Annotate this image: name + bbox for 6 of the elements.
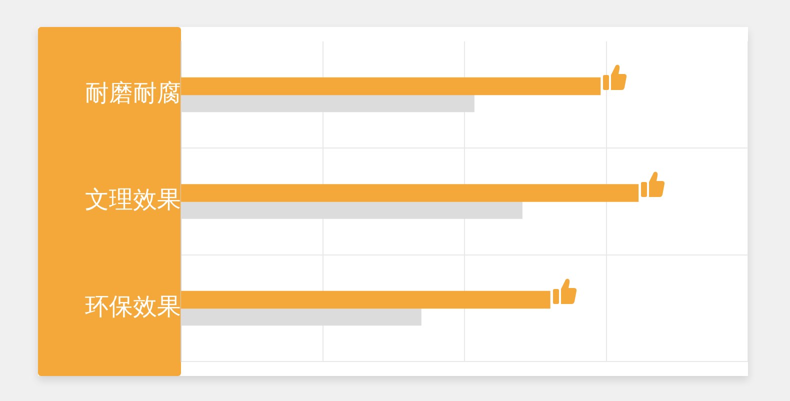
y-tick-label: 文理效果 — [85, 186, 181, 214]
bar — [181, 290, 550, 309]
bar — [181, 184, 639, 202]
y-tick-label: 环保效果 — [85, 292, 181, 320]
y-tick-label: 耐磨耐腐 — [85, 79, 181, 107]
bar — [181, 77, 601, 96]
